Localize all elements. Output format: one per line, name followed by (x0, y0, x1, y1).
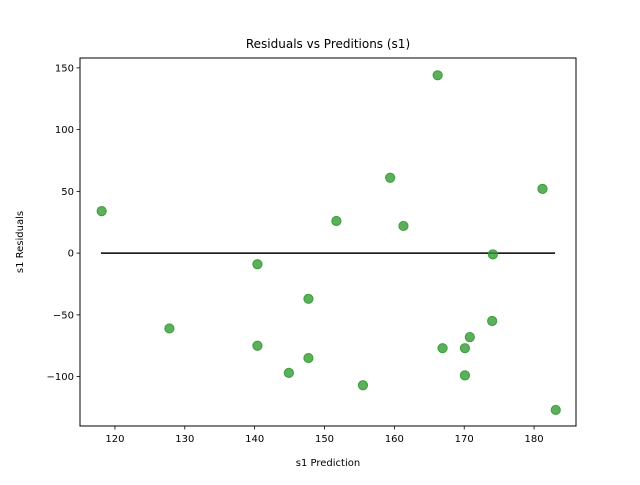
x-tick-label: 130 (175, 434, 194, 445)
y-tick-label: −50 (53, 310, 74, 321)
data-point (303, 293, 314, 304)
data-point (459, 370, 471, 381)
chart-title: Residuals vs Preditions (s1) (246, 37, 410, 51)
data-point (331, 215, 342, 227)
data-point (487, 249, 498, 260)
data-point (164, 323, 175, 334)
x-tick-label: 170 (455, 434, 474, 445)
data-point (432, 70, 443, 81)
plot-frame (79, 57, 577, 427)
data-point (357, 380, 369, 391)
data-point (283, 367, 294, 378)
x-tick-label: 160 (385, 434, 404, 445)
data-point (459, 343, 471, 354)
data-point (464, 331, 475, 343)
x-tick-label: 140 (245, 434, 264, 445)
x-axis-label: s1 Prediction (296, 458, 360, 469)
data-point (550, 404, 561, 416)
data-point (385, 172, 396, 183)
y-tick-label: 150 (55, 63, 74, 74)
x-tick-label: 180 (525, 434, 544, 445)
data-point (537, 183, 548, 194)
y-tick-label: 100 (55, 125, 74, 136)
x-tick-label: 120 (105, 434, 124, 445)
y-tick-label: 50 (61, 187, 74, 198)
data-point (398, 220, 409, 232)
data-point (252, 340, 263, 351)
y-tick-label: 0 (68, 249, 74, 260)
y-axis-label: s1 Residuals (15, 211, 26, 273)
data-point (96, 206, 107, 217)
plot-area: 120 130 140 150 160 170 180 −100 −50 0 50 100 150 (47, 63, 561, 445)
data-point (303, 352, 314, 364)
data-point (252, 259, 263, 270)
data-point (437, 343, 448, 354)
data-point (487, 315, 498, 327)
x-tick-label: 150 (315, 434, 334, 445)
y-tick-label: −100 (47, 372, 74, 383)
